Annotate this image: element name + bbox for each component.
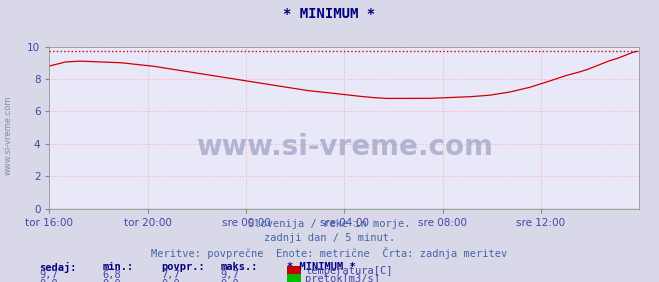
Text: zadnji dan / 5 minut.: zadnji dan / 5 minut. [264, 233, 395, 243]
Text: 9,7: 9,7 [221, 270, 239, 280]
Text: Slovenija / reke in morje.: Slovenija / reke in morje. [248, 219, 411, 228]
Text: temperatura[C]: temperatura[C] [305, 266, 393, 276]
Text: 0,0: 0,0 [221, 279, 239, 282]
Text: www.si-vreme.com: www.si-vreme.com [196, 133, 493, 161]
Text: 0,0: 0,0 [102, 279, 121, 282]
Text: sedaj:: sedaj: [40, 262, 77, 273]
Text: 9,7: 9,7 [40, 270, 58, 280]
Text: 7,7: 7,7 [161, 270, 180, 280]
Text: pretok[m3/s]: pretok[m3/s] [305, 274, 380, 282]
Text: www.si-vreme.com: www.si-vreme.com [3, 96, 13, 175]
Text: 0,0: 0,0 [161, 279, 180, 282]
Text: 0,0: 0,0 [40, 279, 58, 282]
Text: 6,8: 6,8 [102, 270, 121, 280]
Text: maks.:: maks.: [221, 262, 258, 272]
Text: min.:: min.: [102, 262, 133, 272]
Text: povpr.:: povpr.: [161, 262, 205, 272]
Text: * MINIMUM *: * MINIMUM * [287, 262, 355, 272]
Text: Meritve: povprečne  Enote: metrične  Črta: zadnja meritev: Meritve: povprečne Enote: metrične Črta:… [152, 247, 507, 259]
Text: * MINIMUM *: * MINIMUM * [283, 7, 376, 21]
